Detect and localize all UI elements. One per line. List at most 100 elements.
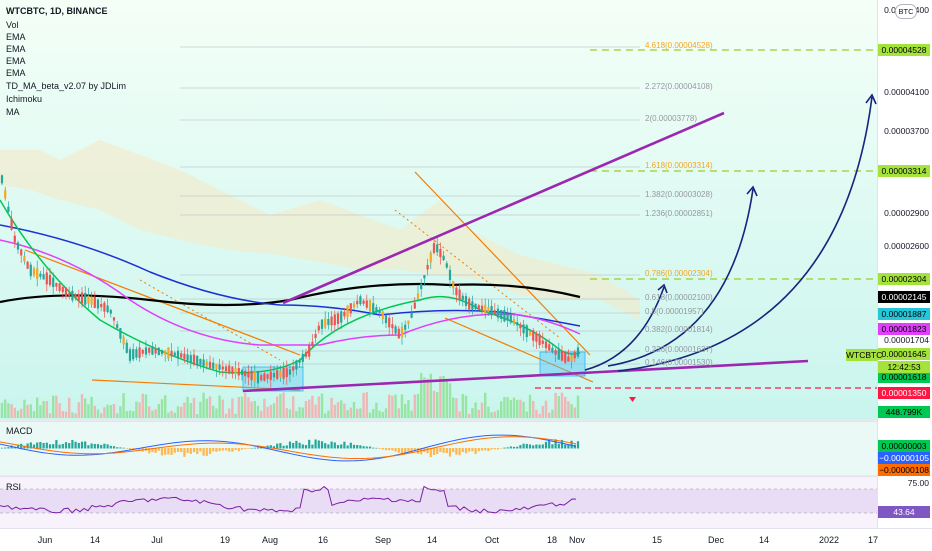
candle-body: [426, 264, 429, 270]
candle-body: [269, 371, 272, 381]
volume-bar: [0, 402, 4, 418]
macd-histogram-bar: [215, 448, 218, 452]
volume-bar: [141, 393, 144, 418]
macd-histogram-bar: [516, 446, 519, 449]
macd-histogram-bar: [471, 448, 474, 452]
indicator-label[interactable]: EMA: [6, 68, 26, 78]
macd-histogram-bar: [138, 448, 141, 451]
projection-arrow-1: [584, 286, 665, 371]
candle-body: [106, 305, 109, 313]
candle-body: [272, 373, 276, 378]
candle-body: [528, 331, 532, 336]
candle-body: [378, 310, 381, 314]
fib-level-label: 4.618(0.00004528): [645, 41, 713, 50]
volume-bar: [173, 412, 176, 418]
currency-toggle-button[interactable]: BTC: [895, 4, 917, 19]
time-tick: 19: [219, 535, 231, 545]
candle-body: [125, 342, 128, 353]
candle-body: [189, 355, 192, 363]
macd-histogram-bar: [573, 444, 576, 449]
candle-body: [180, 353, 183, 358]
macd-histogram-bar: [410, 448, 413, 454]
indicator-label[interactable]: Vol: [6, 20, 19, 30]
volume-bar: [573, 407, 576, 418]
volume-bar: [32, 411, 36, 418]
time-axis[interactable]: Jun 14 Jul 19 Aug 16 Sep 14 Oct 18 Nov 1…: [0, 528, 932, 551]
purple-trendline-upper: [282, 111, 725, 305]
candle-body: [288, 369, 292, 375]
volume-bar: [448, 383, 452, 418]
macd-histogram-bar: [551, 444, 554, 449]
candle-body: [253, 371, 256, 382]
volume-bar: [122, 393, 125, 418]
candle-body: [13, 235, 16, 243]
macd-histogram-bar: [327, 444, 330, 449]
candle-body: [314, 333, 317, 339]
candle-body: [77, 294, 80, 301]
macd-histogram-bar: [26, 443, 29, 449]
macd-pane-title[interactable]: MACD: [6, 426, 33, 436]
candle-body: [295, 360, 298, 370]
volume-bar: [317, 396, 320, 418]
indicator-label[interactable]: EMA: [6, 44, 26, 54]
indicator-label[interactable]: EMA: [6, 32, 26, 42]
candle-body: [247, 371, 250, 378]
volume-bar: [295, 411, 298, 418]
macd-histogram-bar: [468, 448, 471, 452]
ema-green-line: [0, 199, 581, 374]
volume-bar: [71, 412, 74, 418]
volume-bar: [148, 406, 151, 418]
volume-bar: [84, 398, 87, 418]
candle-body: [26, 261, 29, 269]
volume-bar: [228, 408, 231, 418]
macd-histogram-bar: [304, 445, 308, 449]
price-badge: 0.00004528: [878, 44, 930, 56]
candle-body: [234, 368, 237, 374]
time-tick: 18: [546, 535, 558, 545]
volume-bar: [413, 394, 416, 418]
macd-histogram-bar: [548, 440, 551, 449]
rsi-pane-title[interactable]: RSI: [6, 482, 22, 492]
volume-bar: [464, 395, 468, 418]
candle-body: [266, 374, 269, 379]
volume-bar: [282, 392, 285, 418]
indicator-label[interactable]: Ichimoku: [6, 94, 43, 104]
macd-histogram-bar: [442, 448, 445, 453]
macd-histogram-bar: [269, 445, 272, 449]
macd-histogram-bar: [397, 448, 400, 453]
macd-histogram-bar: [576, 441, 580, 449]
candle-body: [506, 313, 509, 321]
volume-bar: [237, 397, 240, 418]
macd-histogram-bar: [352, 444, 356, 449]
macd-histogram-bar: [333, 442, 336, 449]
volume-bar: [516, 399, 519, 418]
volume-bar: [506, 397, 509, 418]
macd-histogram-bar: [490, 448, 493, 450]
candle-body: [151, 346, 154, 355]
candle-body: [301, 353, 304, 362]
macd-histogram-bar: [320, 441, 324, 449]
candle-body: [240, 370, 244, 376]
candle-body: [541, 340, 544, 344]
indicator-label[interactable]: TD_MA_beta_v2.07 by JDLim: [6, 81, 127, 91]
candle-body: [80, 292, 84, 304]
volume-bar: [224, 413, 228, 418]
indicator-label[interactable]: MA: [6, 107, 20, 117]
volume-bar: [480, 402, 484, 418]
macd-histogram-bar: [378, 448, 381, 449]
candle-body: [282, 367, 285, 379]
macd-histogram-bar: [164, 448, 167, 455]
volume-bar: [164, 395, 167, 418]
macd-histogram-bar: [477, 448, 480, 452]
macd-histogram-bar: [93, 443, 96, 449]
indicator-label[interactable]: EMA: [6, 56, 26, 66]
candle-body: [516, 322, 519, 326]
macd-histogram-bar: [186, 448, 189, 454]
candle-body: [429, 252, 432, 263]
volume-bar: [151, 410, 154, 418]
candle-body: [455, 287, 458, 296]
macd-histogram-bar: [189, 448, 192, 455]
volume-bar: [272, 403, 276, 418]
volume-bar: [404, 403, 407, 418]
